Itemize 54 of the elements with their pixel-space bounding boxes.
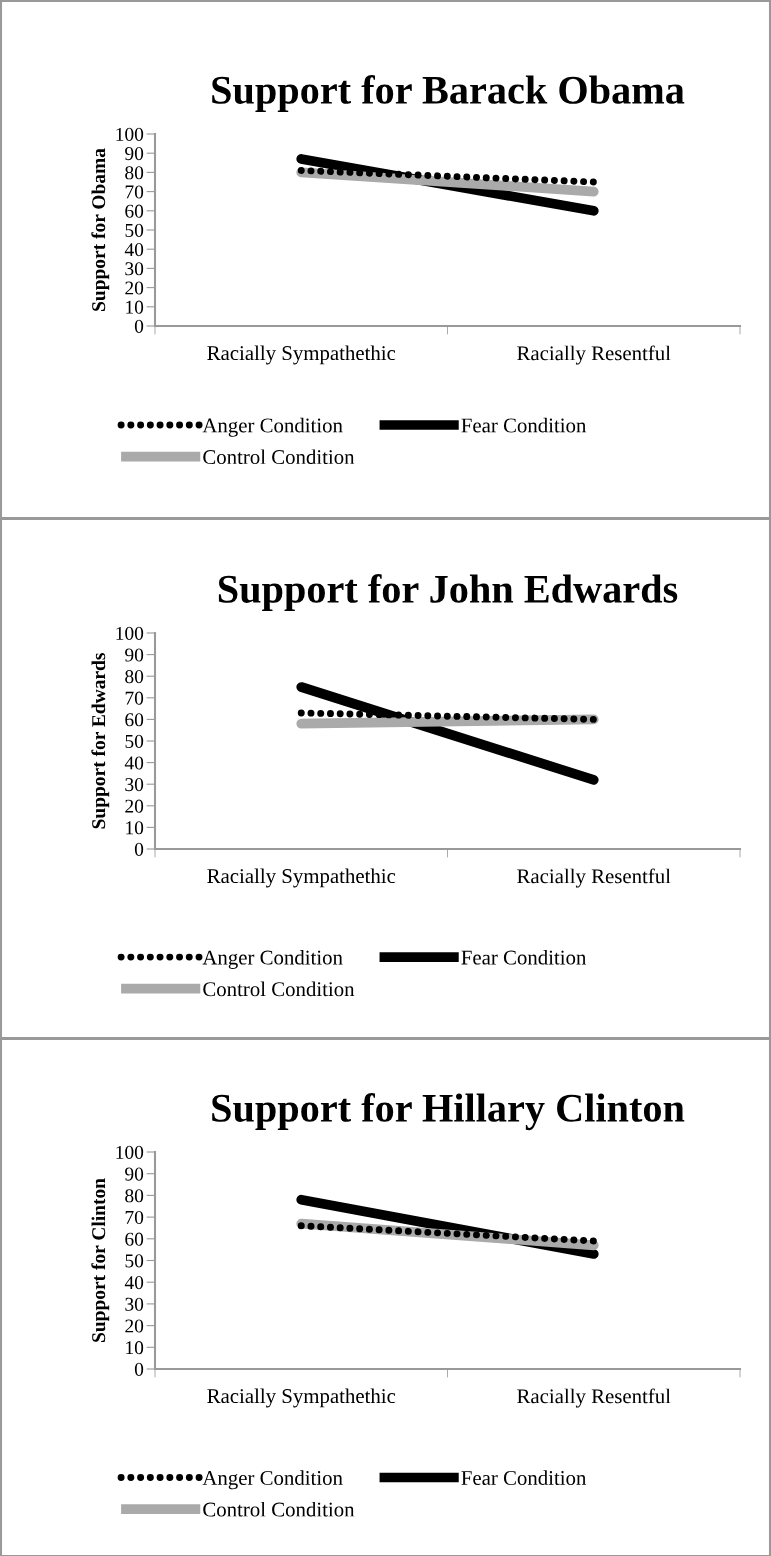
legend-label: Anger Condition <box>202 417 343 437</box>
y-tick-label: 60 <box>125 1232 144 1246</box>
y-tick-label: 40 <box>124 756 144 770</box>
y-tick-label: 60 <box>125 204 144 218</box>
y-axis-title: Support for Obama <box>91 148 110 311</box>
x-tick-label: Racially Resentful <box>517 868 671 888</box>
y-tick-label: 100 <box>116 626 144 640</box>
x-tick-label: Racially Sympathethic <box>207 345 396 365</box>
y-tick-label: 90 <box>125 648 144 662</box>
y-tick-label: 0 <box>134 842 144 856</box>
y-tick-label: 10 <box>126 1341 144 1355</box>
y-tick-label: 70 <box>125 1210 144 1225</box>
y-tick-label: 90 <box>125 1167 144 1181</box>
y-tick-label: 0 <box>134 1362 144 1376</box>
y-tick-label: 50 <box>125 734 144 748</box>
chart-title: Support for Hillary Clinton <box>212 1093 685 1131</box>
y-tick-label: 100 <box>116 127 144 141</box>
x-tick-label: Racially Resentful <box>517 1388 671 1408</box>
chart-title: Support for John Edwards <box>218 574 678 612</box>
y-tick-label: 20 <box>125 799 144 813</box>
legend-label: Control Condition <box>203 981 355 997</box>
y-tick-label: 20 <box>125 281 144 295</box>
y-tick-label: 10 <box>126 300 144 314</box>
y-tick-label: 80 <box>125 166 144 180</box>
y-tick-label: 10 <box>126 821 144 835</box>
y-tick-label: 50 <box>125 1254 144 1268</box>
x-tick-label: Racially Resentful <box>517 345 671 365</box>
y-tick-label: 30 <box>125 1297 144 1311</box>
y-tick-label: 70 <box>125 185 144 199</box>
legend-label: Fear Condition <box>461 417 587 433</box>
legend-label: Fear Condition <box>461 1470 587 1485</box>
y-tick-label: 100 <box>116 1145 144 1159</box>
y-tick-label: 0 <box>134 319 144 333</box>
y-tick-label: 80 <box>125 1189 144 1203</box>
x-tick-label: Racially Sympathethic <box>207 1388 396 1408</box>
y-tick-label: 70 <box>125 691 144 705</box>
y-tick-label: 30 <box>125 778 144 792</box>
y-tick-label: 20 <box>125 1319 144 1333</box>
legend-label: Control Condition <box>203 449 355 465</box>
y-axis-title: Support for Edwards <box>91 653 110 829</box>
x-tick-label: Racially Sympathethic <box>207 868 396 888</box>
y-tick-label: 90 <box>125 147 144 161</box>
y-tick-label: 50 <box>125 223 144 237</box>
legend-label: Control Condition <box>203 1501 355 1517</box>
y-tick-label: 30 <box>125 262 144 276</box>
y-tick-label: 40 <box>124 243 144 257</box>
chart-title: Support for Barack Obama <box>212 75 685 113</box>
y-tick-label: 40 <box>124 1276 144 1290</box>
y-tick-label: 60 <box>125 713 144 727</box>
legend-label: Fear Condition <box>461 949 587 965</box>
y-tick-label: 80 <box>125 670 144 684</box>
legend-label: Anger Condition <box>202 1470 343 1490</box>
y-axis-title: Support for Clinton <box>91 1178 110 1342</box>
legend-label: Anger Condition <box>202 949 343 969</box>
